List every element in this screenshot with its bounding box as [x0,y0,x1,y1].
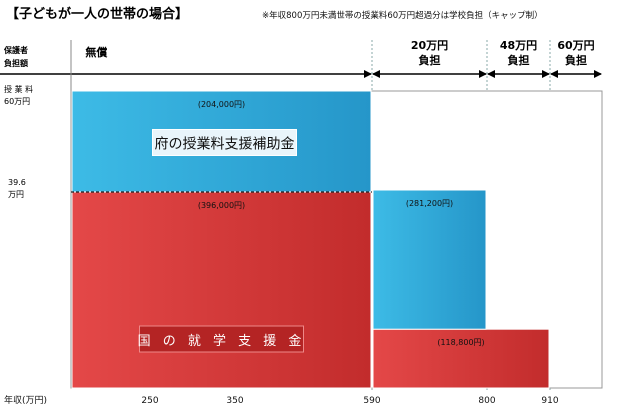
page-title: 【子どもが一人の世帯の場合】 [6,6,188,22]
x-tick-label: 590 [363,396,380,406]
bar-value-label: (281,200円) [406,199,453,208]
x-tick-label: 910 [541,396,558,406]
x-tick-label: 800 [478,396,495,406]
bar-value-label: (118,800円) [437,338,484,347]
national-subsidy-bar [71,191,372,389]
national-subsidy-bar [372,328,550,389]
tuition-label-2: 60万円 [4,97,30,106]
bar-value-label: (396,000円) [198,201,245,210]
prefectural-subsidy-bar [372,189,487,330]
prefectural-label-box [152,128,297,156]
burden-amount: 60万円 [557,39,594,52]
burden-label-2: 負担額 [4,58,28,68]
header-note: ※年収800万円未満世帯の授業料60万円超過分は学校負担（キャップ制） [262,10,543,21]
burden-amount: 48万円 [500,39,537,52]
national-label-box [139,325,304,353]
x-axis-label: 年収(万円) [4,394,47,406]
x-tick-label: 350 [226,396,243,406]
burden-amount: 20万円 [411,39,448,52]
mid-label-2: 万円 [8,190,24,199]
burden-label: 負担 [565,53,587,67]
bar-value-label: (204,000円) [198,100,245,109]
burden-label: 負担 [419,53,441,67]
burden-amount: 無償 [85,45,108,59]
x-tick-label: 250 [141,396,158,406]
national-subsidy-label: 国 の 就 学 支 援 金 [138,333,306,349]
mid-label-1: 39.6 [8,178,26,187]
tuition-label-1: 授 業 料 [4,84,33,94]
prefectural-subsidy-label: 府の授業料支援補助金 [155,136,295,152]
burden-label-1: 保護者 [3,45,28,55]
data-labels: (396,000円) (118,800円) (204,000円) (281,200円)… [138,100,485,353]
bars [71,90,550,389]
x-ticks: 250 350 590 800 910 [141,396,558,406]
burden-label: 負担 [508,53,530,67]
